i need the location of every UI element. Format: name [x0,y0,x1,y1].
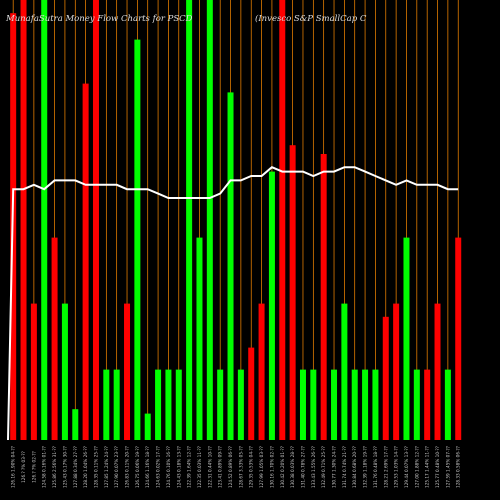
money-flow-bar [362,369,369,440]
money-flow-bar [279,0,286,440]
x-tick-label: 126.83 0.11% 20-?? [125,446,130,488]
money-flow-bar [144,413,151,440]
money-flow-bar [258,303,265,440]
x-tick-label: 133.43 1.55% 26-?? [311,446,316,488]
money-flow-bar [82,83,89,440]
money-flow-bar [20,0,27,440]
x-tick-label: 130.84 0.68% 20-?? [352,446,357,488]
money-flow-bar [424,369,431,440]
x-tick-label: 131.76 0.48% 18-?? [373,446,378,488]
x-tick-label: 124.63 0.02% 17-?? [156,446,161,488]
x-tick-label: 128.67 3.33% 05-?? [238,446,243,488]
x-tick-label: 124.66 1.16% 18-?? [145,446,150,488]
x-tick-label: 122.39 1.64% 12-?? [187,446,192,488]
money-flow-bar [196,237,203,440]
money-flow-bar [299,369,306,440]
money-flow-bar [92,0,99,440]
x-tick-label: 129.53 1.03% 14-?? [394,446,399,488]
x-tick-label: 124.58 0.16% 01-?? [42,446,47,488]
chart-subtitle: (Invesco S&P SmallCap C [255,13,367,24]
money-flow-bar [175,369,182,440]
chart-title: MunafaSutra Money Flow Charts for PSCD [5,14,193,24]
money-flow-bar [341,303,348,440]
x-tick-label: 129.35 0.53% 04-?? [249,446,254,488]
money-flow-bar [227,92,234,441]
x-tick-label: 122.31 0.44% 10-?? [207,446,212,488]
money-flow-bar [41,0,48,440]
money-flow-bar [124,303,131,440]
x-tick-label: 130.42 0.20% 01-?? [280,446,285,488]
money-flow-bar [320,154,327,440]
x-tick-label: 128.21 2.69% 17-?? [383,446,388,488]
x-tick-label: 128.33 0.58% 06-?? [456,446,461,488]
bars [10,0,462,441]
x-tick-label: 122.35 0.03% 11-?? [197,446,202,488]
money-flow-bar [113,369,120,440]
money-flow-bar [103,369,110,440]
money-flow-bar [351,369,358,440]
money-flow-bar [403,237,410,440]
x-tick-label: 132.49 0.71% 25-?? [321,446,326,488]
money-flow-bar [51,237,58,440]
money-flow-bar [134,39,141,440]
x-tick-label: 125.77 0.48% 10-?? [435,446,440,488]
x-tick-label: 125.86 2.56% 31-?? [52,446,57,488]
money-flow-bar [237,369,244,440]
money-flow-bar [382,316,389,440]
money-flow-bar [393,303,400,440]
money-flow-bar [310,369,317,440]
money-flow-bar [289,145,296,440]
money-flow-line [7,166,459,441]
x-tick-labels: 126.16 1.90% 04-?? 126.? ?% 03-?? 126.? ?%… [11,446,461,488]
x-tick-label: 126.? ?% 03-?? [21,451,26,483]
money-flow-bar [217,369,224,440]
money-flow-bar [248,347,255,440]
money-flow-bar [72,409,79,440]
x-tick-label: 127.88 0.34% 27-?? [73,446,78,488]
money-flow-bar [455,237,462,440]
x-tick-label: 124.76 0.10% 16-?? [166,446,171,488]
money-flow-bar [206,0,213,440]
x-tick-label: 127.59 1.45% 07-?? [445,446,450,488]
money-flow-bar [155,369,162,440]
x-tick-label: 127.85 1.24% 24-?? [104,446,109,488]
money-flow-bar [268,171,275,440]
money-flow-bar [413,369,420,440]
x-tick-label: 126.? ?% 02-?? [31,451,36,483]
x-tick-label: 130.16 1.70% 02-?? [269,446,274,488]
x-tick-label: 127.90 0.07% 23-?? [114,446,119,488]
x-tick-label: 125.43 0.17% 30-?? [62,446,67,488]
money-flow-bar [61,303,68,440]
x-tick-label: 131.74 0.74% 21-?? [342,446,347,488]
x-tick-label: 130.77 1.30% 24-?? [332,446,337,488]
money-flow-bar [372,369,379,440]
money-flow-bar [331,369,338,440]
x-tick-label: 131.40 0.78% 27-?? [300,446,305,488]
x-tick-label: 123.41 0.89% 09-?? [218,446,223,488]
x-tick-label: 124.52 0.89% 06-?? [228,446,233,488]
money-flow-bar [165,369,172,440]
money-flow-bar [444,369,451,440]
money-flow-bar [186,0,193,440]
x-tick-label: 130.38 0.03% 28-?? [290,446,295,488]
x-tick-label: 132.39 1.18% 19-?? [363,446,368,488]
x-tick-label: 126.16 1.90% 04-?? [11,446,16,488]
x-tick-label: 128.35 0.11% 25-?? [93,446,98,488]
money-flow-bar [434,303,441,440]
x-tick-label: 125.17 1.44% 11-?? [425,446,430,488]
x-tick-label: 128.20 1.04% 26-?? [83,446,88,488]
x-tick-label: 124.43 0.18% 13-?? [176,446,181,488]
money-flow-bar [30,303,37,440]
x-tick-label: 127.00 1.88% 12-?? [414,446,419,488]
x-tick-label: 127.99 1.05% 03-?? [259,446,264,488]
x-tick-label: 126.75 0.06% 19-?? [135,446,140,488]
x-tick-label: 129.44 0.07% 13-?? [404,446,409,488]
